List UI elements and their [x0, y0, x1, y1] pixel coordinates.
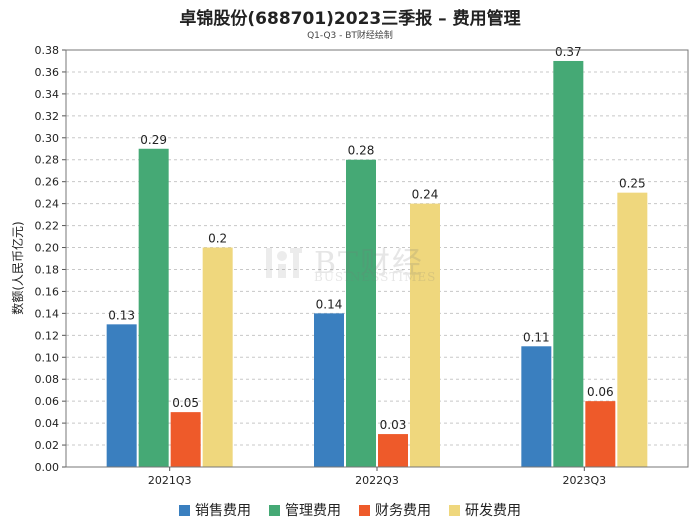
legend-swatch — [449, 504, 460, 516]
data-label: 0.06 — [587, 385, 614, 399]
y-tick-label: 0.32 — [35, 110, 60, 123]
legend-item: 销售费用 — [179, 500, 251, 520]
y-tick-label: 0.36 — [35, 66, 60, 79]
data-label: 0.24 — [412, 188, 439, 202]
y-tick-label: 0.12 — [35, 329, 60, 342]
y-tick-label: 0.08 — [35, 373, 60, 386]
y-tick-label: 0.26 — [35, 176, 60, 189]
y-tick-label: 0.14 — [35, 307, 60, 320]
legend-label: 销售费用 — [195, 503, 251, 519]
bar — [106, 324, 137, 467]
y-tick-label: 0.06 — [35, 395, 60, 408]
y-tick-label: 0.20 — [35, 242, 60, 255]
y-tick-label: 0.24 — [35, 198, 60, 211]
y-tick-label: 0.22 — [35, 220, 60, 233]
chart-title: 卓锦股份(688701)2023三季报 – 费用管理 — [179, 9, 521, 29]
bar — [202, 247, 233, 467]
data-label: 0.14 — [316, 297, 343, 311]
y-tick-label: 0.28 — [35, 154, 60, 167]
bar — [170, 412, 201, 467]
y-tick-label: 0.30 — [35, 132, 60, 145]
y-tick-label: 0.18 — [35, 263, 60, 276]
y-tick-label: 0.02 — [35, 439, 60, 452]
bar — [346, 159, 376, 467]
bar — [553, 60, 584, 467]
chart-subtitle: Q1-Q3 - BT财经绘制 — [307, 31, 393, 41]
bar — [410, 203, 440, 467]
legend-swatch — [359, 504, 370, 516]
x-tick-label: 2021Q3 — [148, 474, 192, 487]
axes: 0.00 0.02 0.04 0.06 0.08 0.10 0.12 0.14 0.16 0.18… — [35, 44, 689, 487]
bars: 0.13 0.29 0.05 0.2 0.14 0.28 0.03 0.24 0.11 0.37 0… — [106, 45, 648, 467]
bar — [378, 434, 408, 467]
legend-item: 研发费用 — [449, 500, 521, 520]
y-tick-label: 0.38 — [35, 44, 60, 57]
x-tick-label: 2022Q3 — [355, 474, 399, 487]
legend-swatch — [179, 504, 190, 516]
data-label: 0.25 — [619, 177, 646, 191]
data-label: 0.28 — [348, 144, 375, 158]
data-label: 0.13 — [108, 308, 135, 322]
data-label: 0.05 — [172, 396, 199, 410]
bar — [314, 313, 344, 467]
y-tick-label: 0.00 — [35, 461, 60, 474]
data-label: 0.37 — [555, 45, 582, 59]
y-tick-label: 0.34 — [35, 88, 60, 101]
y-tick-label: 0.10 — [35, 351, 60, 364]
bar — [617, 192, 648, 467]
legend-label: 研发费用 — [465, 503, 521, 519]
data-label: 0.03 — [380, 418, 407, 432]
grid-lines — [66, 49, 688, 468]
legend-label: 管理费用 — [285, 503, 341, 519]
legend-item: 管理费用 — [269, 500, 341, 520]
y-tick-label: 0.16 — [35, 285, 60, 298]
bar — [521, 346, 552, 467]
data-label: 0.2 — [208, 232, 227, 246]
y-axis-label: 数额(人民币亿元) — [10, 221, 25, 314]
legend: 销售费用 管理费用 财务费用 研发费用 — [0, 500, 700, 520]
bar — [138, 148, 169, 467]
data-label: 0.11 — [523, 330, 550, 344]
bar — [585, 401, 616, 467]
legend-swatch — [269, 504, 280, 516]
y-tick-label: 0.04 — [35, 417, 60, 430]
x-tick-label: 2023Q3 — [563, 474, 607, 487]
legend-label: 财务费用 — [375, 503, 431, 519]
legend-item: 财务费用 — [359, 500, 431, 520]
data-label: 0.29 — [140, 133, 167, 147]
